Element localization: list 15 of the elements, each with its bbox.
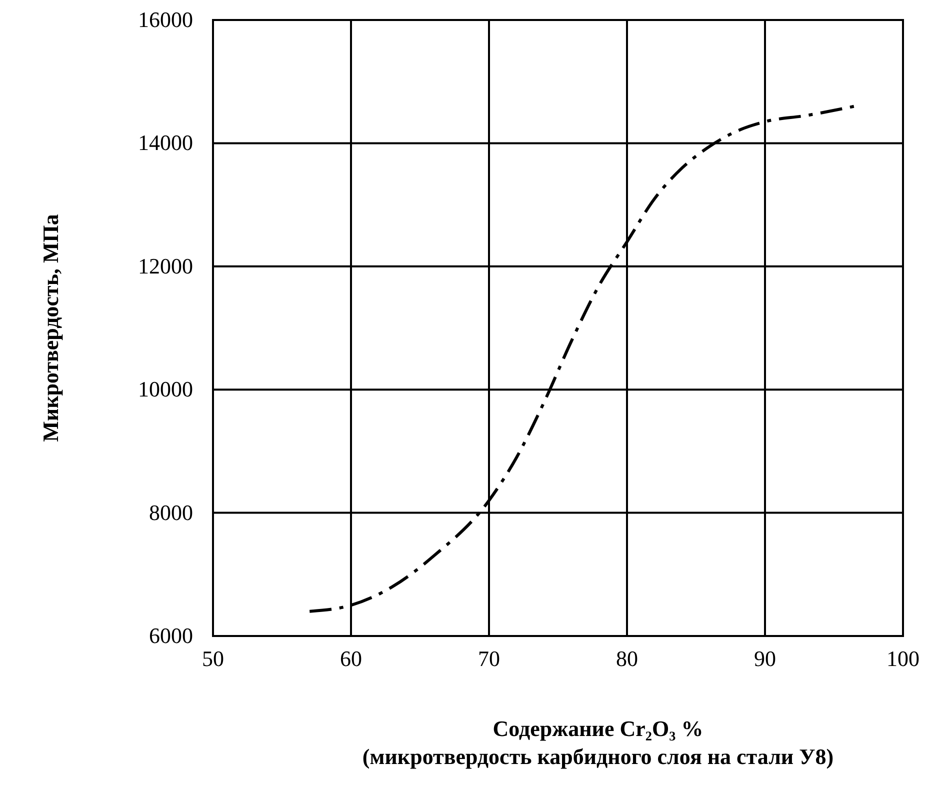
y-tick-label: 6000 <box>149 623 193 648</box>
y-tick-label: 16000 <box>138 7 193 32</box>
x-tick-label: 60 <box>340 646 362 671</box>
x-tick-label: 100 <box>886 646 920 671</box>
y-tick-label: 14000 <box>138 130 193 156</box>
x-tick-label: 50 <box>202 646 224 671</box>
text: (микротвердость карбидного слоя на стали У8) <box>362 744 834 769</box>
x-tick-label: 70 <box>478 646 500 671</box>
x-tick-label: 80 <box>616 646 638 671</box>
y-tick-label: 12000 <box>138 253 193 278</box>
x-tick-label: 90 <box>754 646 776 671</box>
y-axis-title: Микротвердость, МПа <box>38 214 63 442</box>
y-tick-label: 10000 <box>138 376 193 402</box>
y-tick-label: 8000 <box>149 500 193 525</box>
x-axis-title: Содержание Cr₂O₃ % <box>492 716 704 741</box>
